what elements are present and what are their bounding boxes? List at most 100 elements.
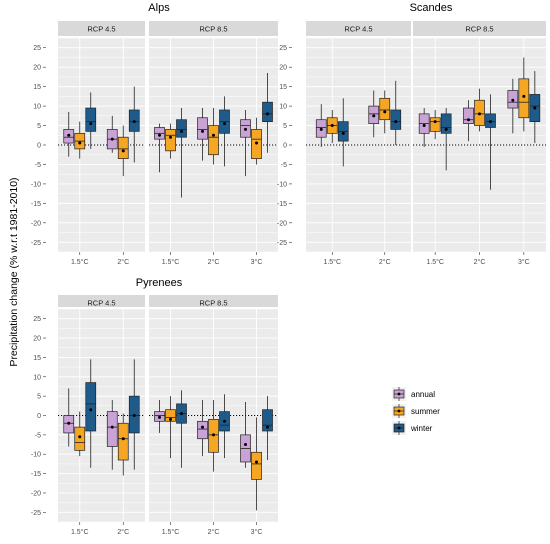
box-iqr — [262, 101, 273, 123]
y-tick-label: 5 — [37, 123, 41, 130]
y-tick-label: 25 — [33, 316, 41, 323]
box-iqr — [165, 409, 176, 422]
facet-strip — [149, 21, 278, 36]
box-iqr — [440, 113, 452, 134]
legend-label: summer — [411, 407, 440, 416]
region-title: Scandes — [410, 2, 453, 14]
box-mean-dot — [169, 417, 172, 421]
box-mean-dot — [121, 437, 125, 441]
box-annual — [368, 90, 380, 138]
box-mean-dot — [511, 98, 515, 102]
box-mean-dot — [169, 135, 172, 139]
box-mean-dot — [78, 435, 82, 439]
box-mean-dot — [89, 408, 93, 412]
x-tick-label: 1.5°C — [71, 258, 89, 266]
x-tick-label: 3°C — [251, 528, 263, 536]
y-tick-label: -10 — [31, 181, 41, 188]
box-iqr — [165, 129, 176, 152]
box-iqr — [74, 426, 86, 451]
facet-panel: RCP 8.5 1.5°C 2°C 3°C — [149, 21, 278, 266]
box-iqr — [251, 451, 262, 480]
box-summer — [251, 117, 262, 165]
box-winter — [262, 73, 273, 153]
box-iqr — [208, 125, 219, 156]
box-mean-dot — [478, 112, 481, 116]
box-summer — [518, 57, 530, 132]
y-tick-label: 5 — [37, 394, 41, 401]
x-tick-label: 2°C — [379, 258, 391, 266]
box-summer — [117, 125, 129, 177]
box-iqr — [85, 382, 97, 432]
box-mean-dot — [67, 133, 71, 137]
box-summer — [208, 108, 219, 165]
box-iqr — [117, 422, 129, 461]
y-tick-label: 15 — [279, 84, 287, 91]
box-annual — [240, 109, 251, 177]
y-tick-label: 25 — [279, 45, 287, 52]
x-tick-label: 1.5°C — [162, 258, 180, 266]
y-tick-label: -25 — [31, 510, 41, 517]
region-alps: Alps 25 20 15 10 5 0 -5 -10 -15 -20 -25 RCP 4.5 1.5°C… — [31, 2, 278, 266]
box-mean-dot — [132, 414, 136, 417]
x-tick-label: 3°C — [251, 258, 263, 266]
box-iqr — [197, 420, 208, 440]
box-summer — [474, 88, 485, 132]
y-tick-label: -20 — [277, 220, 287, 227]
facet-strip — [306, 21, 411, 36]
y-tick-label: -20 — [31, 220, 41, 227]
facet-strip — [149, 295, 278, 307]
box-mean-dot — [180, 129, 183, 133]
box-mean-dot — [372, 114, 376, 118]
box-annual — [315, 104, 327, 147]
box-iqr — [390, 109, 402, 130]
box-summer — [165, 396, 176, 459]
box-mean-dot — [341, 131, 345, 135]
legend-item-winter: winter — [392, 421, 433, 435]
box-iqr — [197, 117, 208, 140]
box-iqr — [379, 97, 391, 121]
box-mean-dot — [255, 141, 258, 145]
box-mean-dot — [533, 106, 537, 110]
box-winter — [85, 359, 97, 468]
box-annual — [197, 400, 208, 457]
box-summer — [429, 109, 441, 140]
y-tick-label: 5 — [283, 123, 287, 130]
box-mean-dot — [132, 120, 136, 124]
box-summer — [74, 411, 86, 457]
box-iqr — [117, 136, 129, 159]
box-iqr — [429, 117, 441, 132]
legend-label: winter — [410, 424, 433, 433]
box-mean-dot — [394, 120, 398, 124]
box-mean-dot — [121, 149, 125, 153]
y-tick-label: -10 — [31, 452, 41, 459]
legend-label: annual — [411, 390, 435, 399]
box-iqr — [85, 107, 97, 132]
y-tick-label: 15 — [33, 84, 41, 91]
box-summer — [251, 417, 262, 511]
x-tick-label: 2°C — [208, 258, 220, 266]
x-tick-label: 3°C — [518, 258, 530, 266]
box-mean-dot — [467, 118, 470, 122]
box-annual — [63, 111, 75, 157]
box-iqr — [463, 107, 474, 124]
box-winter — [128, 86, 140, 163]
x-tick-label: 2°C — [117, 528, 129, 536]
region-scandes: Scandes 25 20 15 10 5 0 -5 -10 -15 -20 -25 RCP 4.5 1.… — [277, 2, 546, 266]
facet-strip-label: RCP 4.5 — [87, 299, 115, 308]
facet-strip — [413, 21, 546, 36]
x-tick-label: 2°C — [117, 258, 129, 266]
box-iqr — [262, 409, 273, 432]
box-mean-dot — [67, 421, 71, 425]
facet-strip-label: RCP 8.5 — [199, 299, 227, 308]
box-mean-dot — [212, 133, 215, 137]
box-mean-dot — [201, 425, 204, 429]
box-mean-dot — [78, 141, 82, 145]
box-winter — [219, 394, 230, 459]
box-mean-dot — [422, 124, 426, 128]
box-mean-dot — [489, 120, 492, 124]
box-mean-dot — [383, 110, 387, 114]
x-tick-label: 2°C — [474, 258, 486, 266]
y-tick-label: -5 — [281, 162, 287, 169]
y-tick-label: -20 — [31, 490, 41, 497]
